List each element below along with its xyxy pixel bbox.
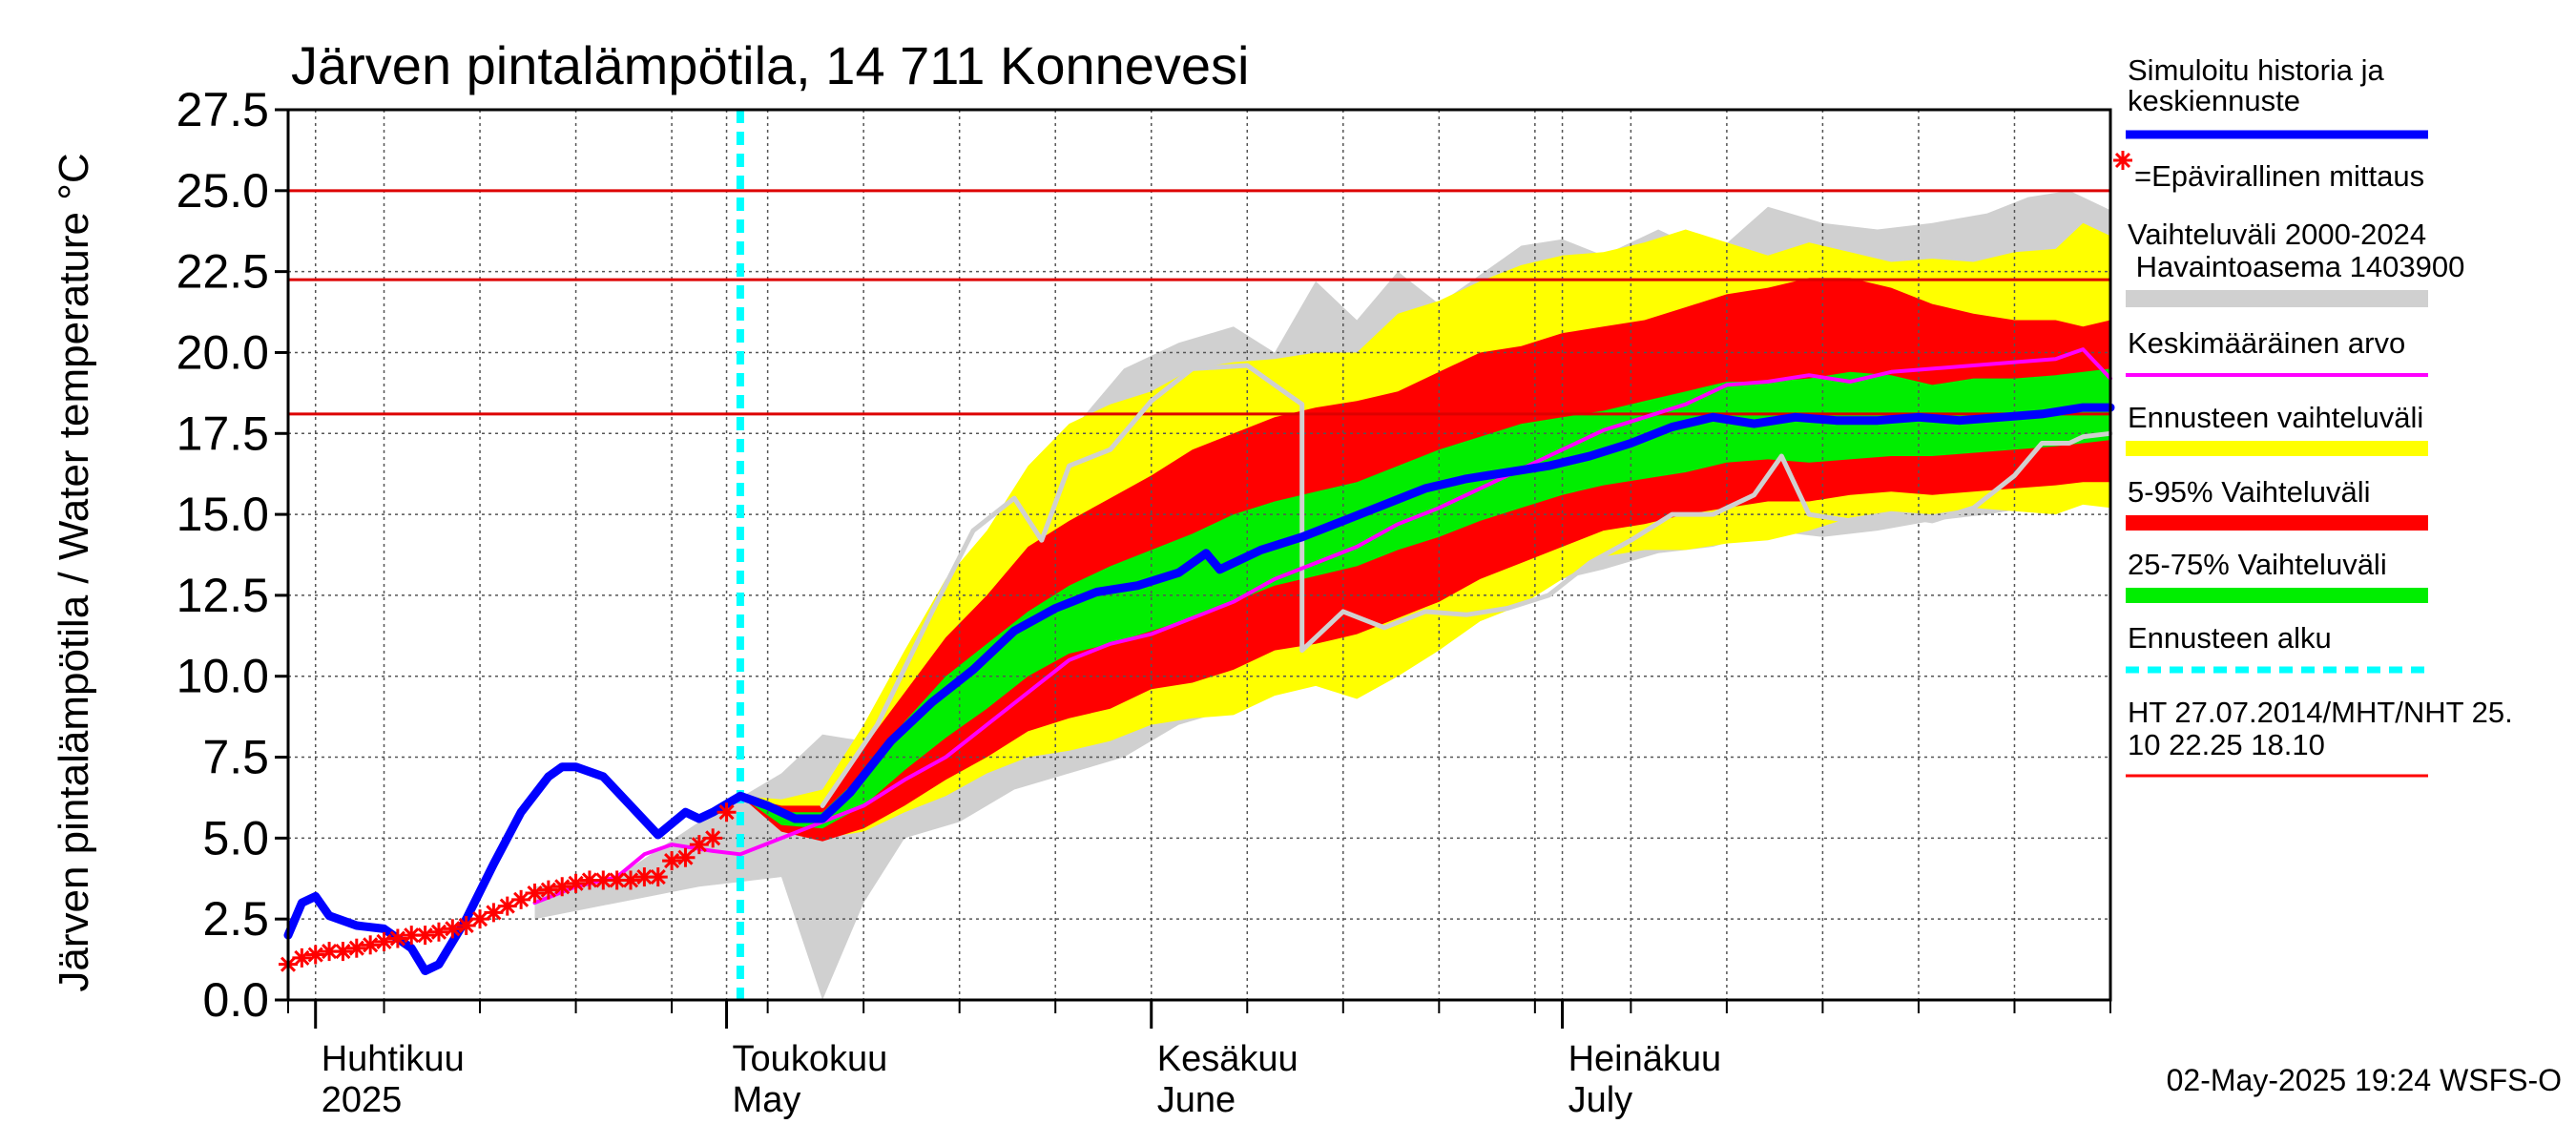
measurement-point bbox=[374, 931, 394, 951]
measurement-point bbox=[361, 935, 381, 955]
month-label-fi-3: Heinäkuu bbox=[1568, 1039, 1722, 1079]
legend-hist-swatch bbox=[2126, 290, 2428, 307]
legend-sim-label-2: keskiennuste bbox=[2128, 84, 2300, 117]
measurement-point bbox=[675, 847, 696, 867]
month-label-fi-1: Toukokuu bbox=[733, 1039, 888, 1079]
month-label-fi-0: Huhtikuu bbox=[322, 1039, 465, 1079]
legend-hist-label-2: Havaintoasema 1403900 bbox=[2128, 250, 2464, 283]
month-label-en-3: July bbox=[1568, 1080, 1633, 1120]
y-tick-label-10: 25.0 bbox=[177, 164, 269, 218]
measurement-point bbox=[484, 903, 504, 923]
legend-mean-label: Keskimääräinen arvo bbox=[2128, 326, 2405, 360]
legend-measurement-label: =Epävirallinen mittaus bbox=[2134, 159, 2424, 193]
measurement-point bbox=[456, 915, 476, 935]
series-line-1 bbox=[532, 347, 2112, 906]
series-lines bbox=[283, 347, 2115, 975]
measurement-point bbox=[525, 884, 545, 904]
y-tick-label-5: 12.5 bbox=[177, 569, 269, 622]
y-tick-label-3: 7.5 bbox=[202, 731, 269, 784]
measurement-point bbox=[387, 928, 407, 948]
legend-hist-label-1: Vaihteluväli 2000-2024 bbox=[2128, 218, 2426, 251]
y-tick-label-4: 10.0 bbox=[177, 650, 269, 703]
measurement-point bbox=[689, 835, 709, 855]
y-axis-label: Järven pintalämpötila / Water temperatur… bbox=[51, 153, 97, 991]
legend-forecast-swatch bbox=[2126, 441, 2428, 456]
plot-frame bbox=[286, 108, 2112, 1002]
month-label-fi-2: Kesäkuu bbox=[1157, 1039, 1298, 1079]
chart-axes bbox=[275, 108, 2112, 1029]
measurement-point bbox=[621, 870, 641, 890]
measurement-point bbox=[305, 945, 325, 965]
measurement-point bbox=[443, 919, 463, 939]
measurement-point bbox=[662, 851, 682, 871]
legend-p595-swatch bbox=[2126, 515, 2428, 531]
y-tick-label-2: 5.0 bbox=[202, 811, 269, 864]
legend-ht-label-2: 10 22.25 18.10 bbox=[2128, 728, 2325, 761]
y-tick-label-8: 20.0 bbox=[177, 325, 269, 379]
month-label-en-1: May bbox=[733, 1080, 801, 1120]
month-label-en-2: June bbox=[1157, 1080, 1236, 1120]
measurement-point bbox=[703, 828, 723, 848]
y-tick-label-6: 15.0 bbox=[177, 488, 269, 541]
chart-title: Järven pintalämpötila, 14 711 Konnevesi bbox=[291, 35, 1250, 95]
measurement-point bbox=[428, 922, 448, 942]
measurement-point bbox=[579, 870, 599, 890]
legend-forecast-label: Ennusteen vaihteluväli bbox=[2128, 401, 2423, 434]
y-tick-label-1: 2.5 bbox=[202, 892, 269, 946]
measurement-point bbox=[511, 889, 531, 909]
measurement-point bbox=[552, 877, 572, 897]
legend-measurement-star-icon bbox=[2113, 151, 2132, 170]
measurement-markers bbox=[279, 802, 737, 974]
month-label-en-0: 2025 bbox=[322, 1080, 403, 1120]
measurement-point bbox=[415, 926, 435, 946]
legend-start-label: Ennusteen alku bbox=[2128, 621, 2332, 655]
measurement-point bbox=[333, 942, 353, 962]
measurement-point bbox=[470, 909, 490, 929]
y-tick-label-0: 0.0 bbox=[202, 973, 269, 1027]
measurement-point bbox=[648, 867, 668, 887]
y-tick-label-9: 22.5 bbox=[177, 245, 269, 299]
measurement-point bbox=[538, 880, 558, 900]
legend-sim-label-1: Simuloitu historia ja bbox=[2128, 53, 2385, 87]
legend-p595-label: 5-95% Vaihteluväli bbox=[2128, 475, 2370, 509]
y-tick-label-11: 27.5 bbox=[177, 83, 269, 136]
legend-p2575-label: 25-75% Vaihteluväli bbox=[2128, 548, 2387, 581]
legend: Simuloitu historia ja keskiennuste =Epäv… bbox=[2113, 53, 2513, 778]
y-tick-labels: 0.0 2.5 5.0 7.5 10.0 12.5 15.0 17.5 20.0 22.5 25.0… bbox=[177, 83, 269, 1027]
chart-grid bbox=[288, 109, 2110, 1001]
measurement-point bbox=[292, 947, 312, 968]
series-line-2 bbox=[820, 363, 2113, 808]
measurement-point bbox=[497, 896, 517, 916]
series-line-0 bbox=[283, 403, 2115, 975]
legend-ht-label-1: HT 27.07.2014/MHT/NHT 25. bbox=[2128, 696, 2513, 729]
measurement-point bbox=[346, 938, 366, 958]
measurement-point bbox=[717, 802, 737, 822]
timestamp: 02-May-2025 19:24 WSFS-O bbox=[2167, 1063, 2562, 1097]
measurement-point bbox=[566, 873, 586, 893]
legend-p2575-swatch bbox=[2126, 588, 2428, 603]
y-tick-label-7: 17.5 bbox=[177, 406, 269, 460]
